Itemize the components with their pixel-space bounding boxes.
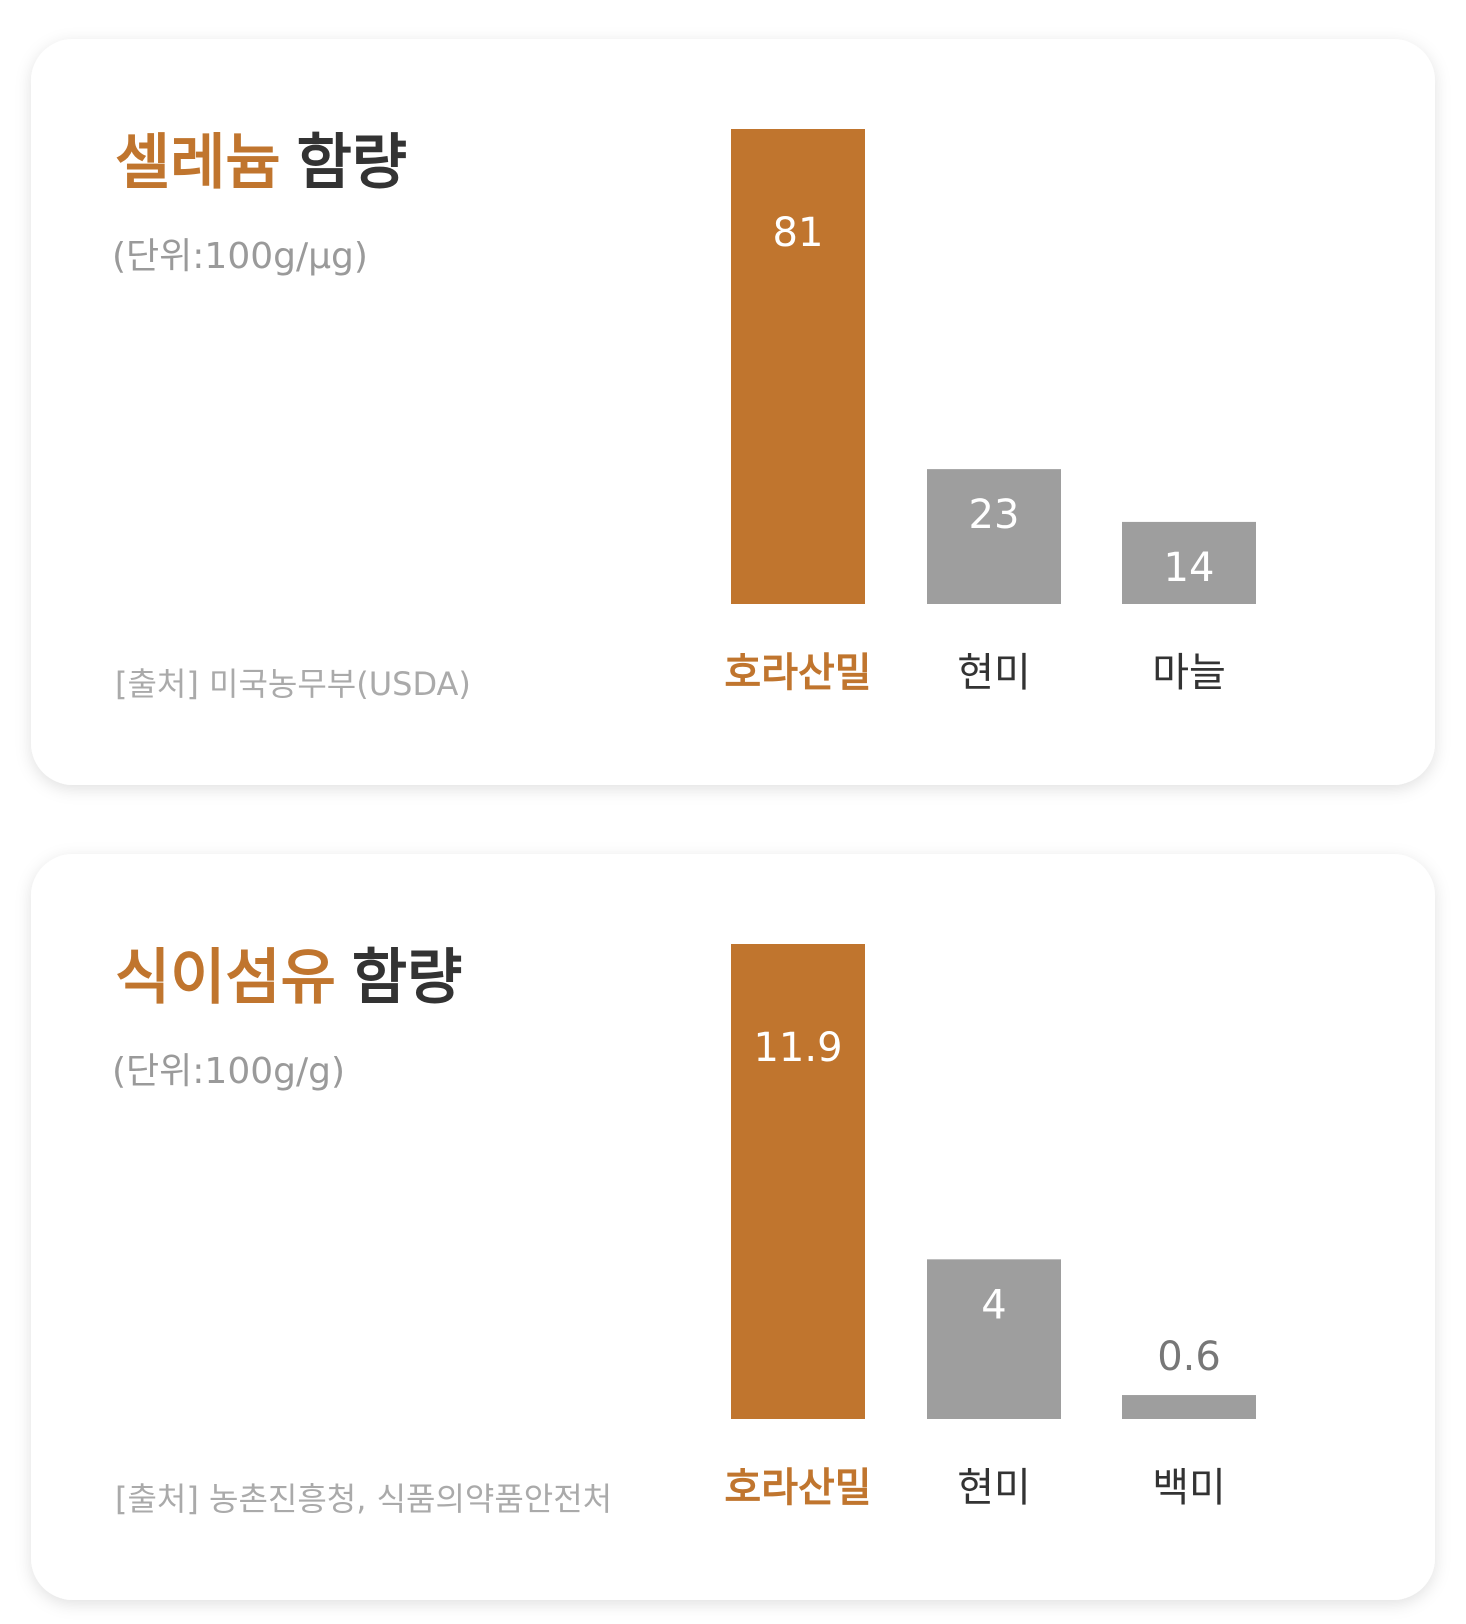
title-highlight: 식이섬유 [115,943,336,1013]
title-rest: 함량 [297,128,407,198]
source: [출처] 미국농무부(USDA) [115,665,471,703]
bar [731,944,865,1419]
source: [출처] 농촌진흥청, 식품의약품안전처 [115,1480,612,1518]
bar [927,1259,1061,1419]
x-tick-label: 호라산밀 [724,1465,871,1511]
value-label: 0.6 [1157,1334,1221,1380]
title-rest: 함량 [352,943,462,1013]
x-tick-label: 호라산밀 [724,650,871,696]
bar [731,129,865,604]
chart-title: 셀레늄 함량 [115,128,407,198]
value-label: 23 [969,492,1020,538]
bar [927,469,1061,604]
value-label: 14 [1164,545,1215,591]
x-tick-label: 마늘 [1152,650,1226,696]
x-tick-label: 현미 [957,1465,1031,1511]
x-tick-label: 현미 [957,650,1031,696]
bar [1122,1395,1256,1419]
x-tick-label: 백미 [1152,1465,1226,1511]
value-label: 81 [773,210,824,256]
chart-title: 식이섬유 함량 [115,943,462,1013]
value-label: 11.9 [753,1025,842,1071]
value-label: 4 [981,1282,1006,1328]
subtitle: (단위:100g/g) [112,1051,345,1092]
bar [1122,521,1256,604]
subtitle: (단위:100g/μg) [112,236,368,277]
title-highlight: 셀레늄 [115,128,281,198]
